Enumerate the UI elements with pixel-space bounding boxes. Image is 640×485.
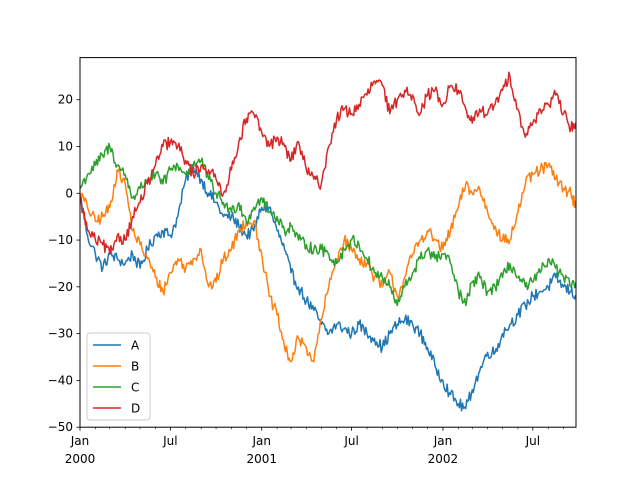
legend-frame <box>86 332 151 421</box>
series-layer <box>80 71 576 412</box>
x-tick-year-label: 2002 <box>428 452 459 466</box>
x-tick-label: Jul <box>343 434 358 448</box>
series-line-c <box>80 142 576 307</box>
legend-label-b: B <box>131 360 139 374</box>
y-tick-label: −50 <box>48 420 73 434</box>
y-tick-label: −20 <box>48 280 73 294</box>
y-tick-label: 0 <box>65 186 73 200</box>
y-tick-label: −40 <box>48 373 73 387</box>
legend-label-d: D <box>131 402 140 416</box>
x-tick-label: Jul <box>525 434 540 448</box>
y-tick-label: −30 <box>48 327 73 341</box>
y-tick-label: −10 <box>48 233 73 247</box>
legend-label-c: C <box>131 381 139 395</box>
x-tick-label: Jan <box>251 434 271 448</box>
plot-area-frame <box>79 57 577 428</box>
series-line-b <box>80 161 576 363</box>
x-tick-label: Jul <box>162 434 177 448</box>
x-tick-label: Jan <box>433 434 453 448</box>
y-tick-label: 20 <box>58 93 73 107</box>
legend-label-a: A <box>131 339 140 353</box>
series-line-d <box>80 71 576 255</box>
y-tick-label: 10 <box>58 139 73 153</box>
series-line-a <box>80 163 576 412</box>
x-tick-year-label: 2000 <box>65 452 96 466</box>
x-tick-label: Jan <box>70 434 90 448</box>
x-tick-year-label: 2001 <box>246 452 277 466</box>
